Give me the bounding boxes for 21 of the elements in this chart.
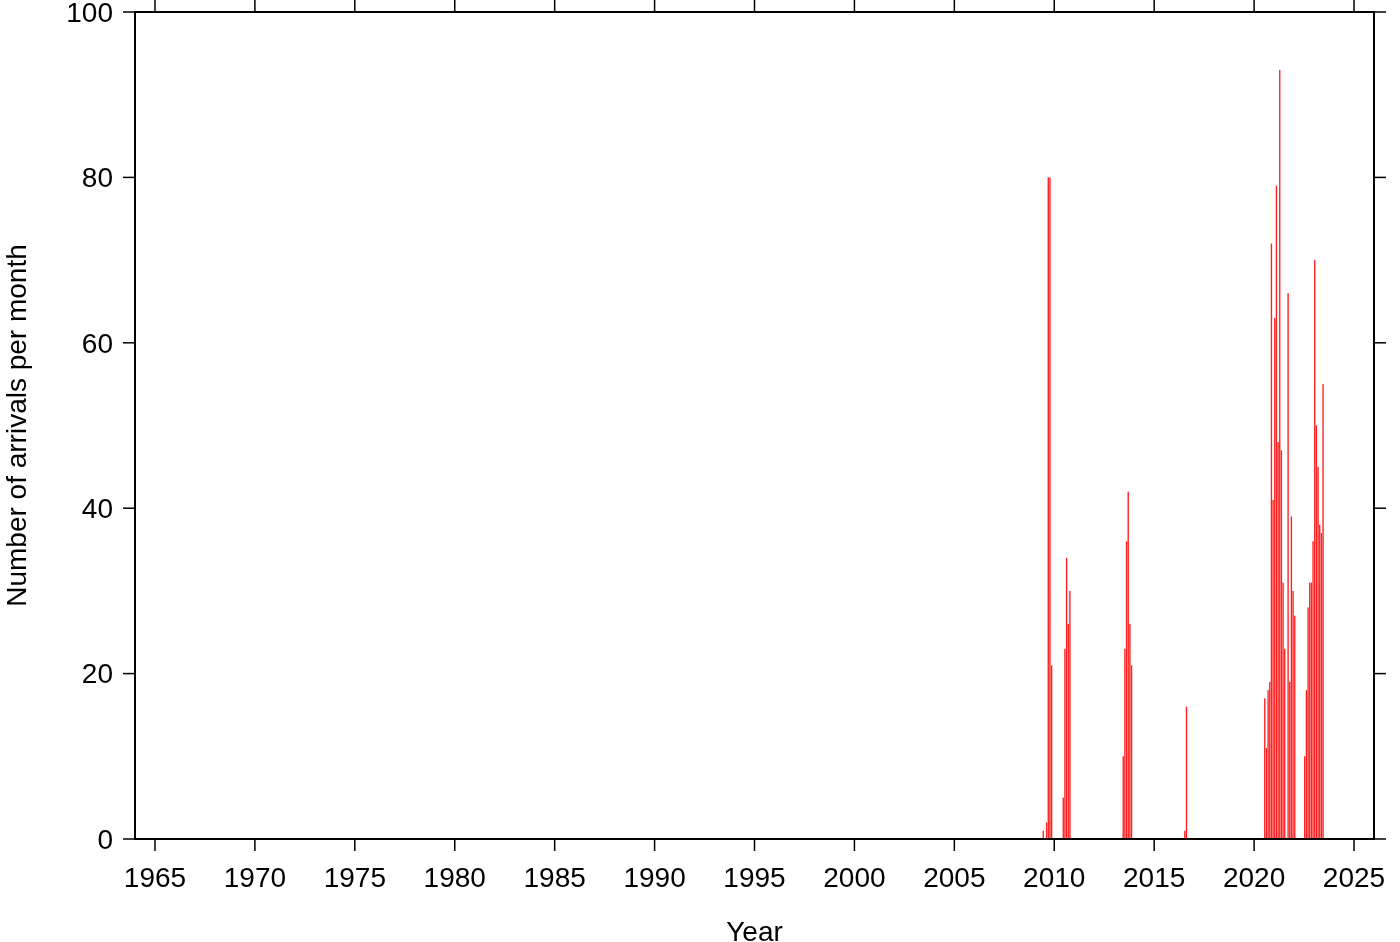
x-tick-label: 1980 — [423, 862, 486, 893]
x-axis-title: Year — [726, 916, 783, 942]
y-tick-label: 40 — [81, 493, 113, 524]
y-tick-label: 20 — [81, 658, 113, 690]
x-tick-label: 1970 — [223, 862, 287, 893]
y-tick-label: 60 — [81, 327, 113, 359]
x-tick-label: 1990 — [623, 862, 686, 893]
x-tick-label: 1985 — [523, 862, 586, 893]
x-tick-label: 2000 — [823, 862, 886, 893]
x-tick-label: 2025 — [1322, 862, 1386, 893]
x-tick-label: 1975 — [323, 862, 386, 893]
x-tick-label: 2005 — [923, 862, 986, 893]
x-tick-label: 2010 — [1023, 862, 1086, 893]
x-tick-label: 2015 — [1123, 862, 1186, 893]
x-tick-label: 1995 — [723, 862, 786, 893]
x-tick-label: 1965 — [123, 862, 187, 893]
y-tick-label: 100 — [66, 0, 113, 28]
y-tick-label: 80 — [81, 162, 113, 194]
y-tick-label: 0 — [97, 823, 113, 855]
x-tick-label: 2020 — [1222, 862, 1286, 893]
y-axis-title: Number of arrivals per month — [1, 244, 32, 607]
